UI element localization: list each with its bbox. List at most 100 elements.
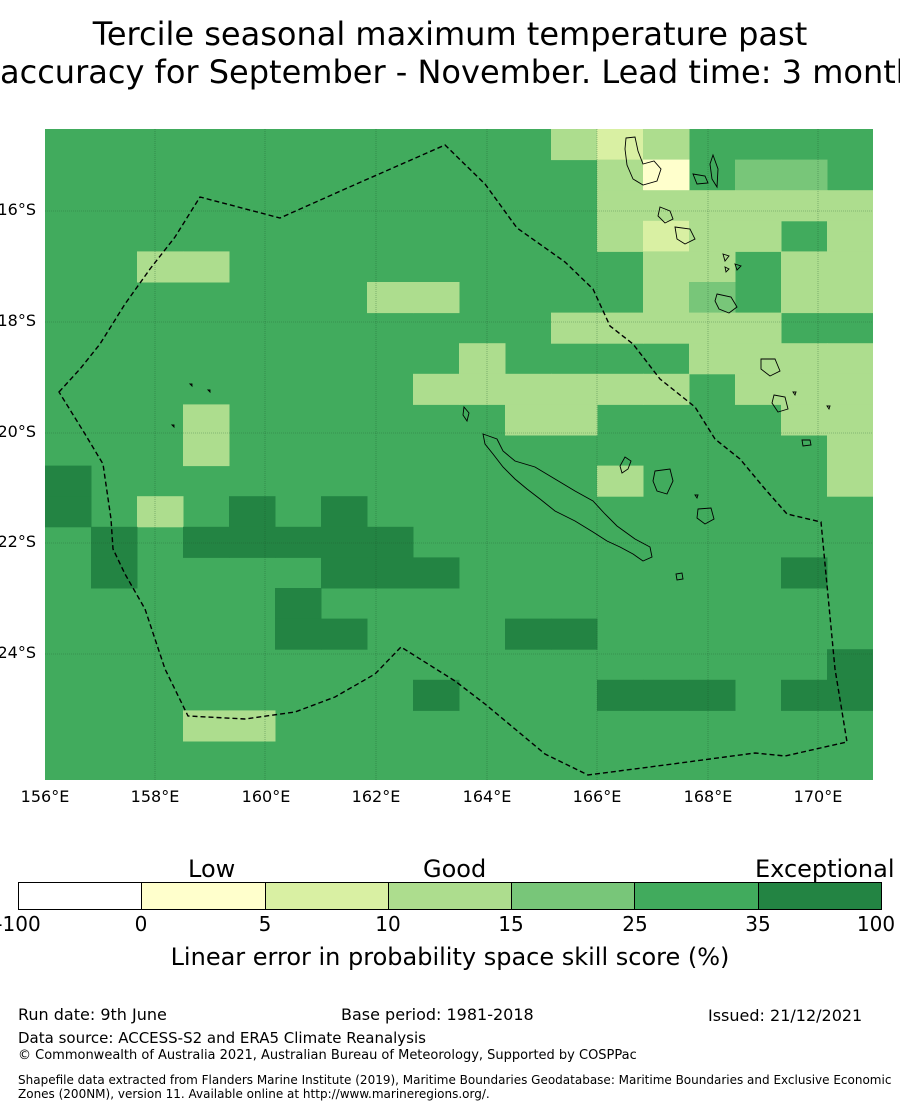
grid-cell [551,618,598,650]
base-period: Base period: 1981-2018 [341,1005,534,1024]
grid-cell [459,373,506,405]
grid-cell [505,373,552,405]
colorbar-tick: 15 [498,912,524,936]
grid-cell [735,312,782,344]
grid-cell [597,679,644,711]
epi-island [692,173,709,185]
grid-cell [597,220,644,252]
grid-cell [551,404,598,436]
grid-cell [827,404,873,436]
grid-cell [643,190,690,222]
grid-cell [597,465,644,497]
grid-cell [643,373,690,405]
shapefile-credit: Shapefile data extracted from Flanders M… [18,1073,892,1101]
grid-cell [551,373,598,405]
legend-category-exceptional: Exceptional [755,855,895,883]
belep-islands [462,405,470,423]
grid-cell [321,526,368,558]
grid-cell [643,159,690,191]
colorbar-tick: 0 [134,912,148,936]
grid-cell [367,526,414,558]
grid-cell [643,129,690,161]
grid-cell [689,220,736,252]
grid-cell [643,251,690,283]
grid-cell [505,404,552,436]
grid-cell [827,465,873,497]
grid-cell [781,251,828,283]
grid-cell [413,557,460,589]
grid-cell [827,190,873,222]
lon-label-156e: 156°E [20,787,70,806]
grid-cell [183,526,230,558]
grid-cell [183,251,230,283]
colorbar-segment [512,883,636,909]
grid-cell [321,618,368,650]
lon-label-162e: 162°E [351,787,401,806]
grid-cell [643,679,690,711]
legend-category-low: Low [188,855,236,883]
grid-cell [459,343,506,375]
grid-cell [781,404,828,436]
chesterfield-islets [188,383,193,388]
legend-category-good: Good [423,855,487,883]
grid-cell [91,526,138,558]
small-island-d [792,391,797,397]
data-source: Data source: ACCESS-S2 and ERA5 Climate … [18,1029,426,1047]
malakula-island [657,206,674,224]
run-date: Run date: 9th June [18,1005,167,1024]
aneityum-island [801,439,812,447]
erromango-island [760,358,781,377]
lat-label-16s: 16°S [0,200,36,219]
grid-cell [689,343,736,375]
lon-label-164e: 164°E [462,787,512,806]
grid-cell [229,526,276,558]
ambrym-island [674,226,696,245]
grid-cell [413,373,460,405]
grid-cell [45,465,92,497]
grid-cell [689,282,736,314]
chart-title-line-1: Tercile seasonal maximum temperature pas… [92,15,808,53]
small-island-h [694,494,699,500]
colorbar-segment [635,883,759,909]
grid-cell [413,282,460,314]
coastlines [170,136,831,581]
grid-cell [45,496,92,528]
grid-cell [827,282,873,314]
chart-title-line-2: accuracy for September - November. Lead … [0,53,900,91]
colorbar-segment [758,883,881,909]
small-island-e [826,405,831,411]
grid-cell [735,159,782,191]
small-island-a [722,253,730,262]
copyright-notice: © Commonwealth of Australia 2021, Austra… [18,1048,637,1063]
lon-label-158e: 158°E [130,787,180,806]
grid-cell [505,618,552,650]
grid-cell [689,190,736,222]
lat-label-24s: 24°S [0,643,36,662]
ouvea-island [619,456,632,474]
pentecost-island [709,153,719,189]
isle-of-pines [675,572,684,581]
grid-cell [229,496,276,528]
colorbar [18,882,882,910]
grid-cell [183,710,230,742]
espiritu-santo [624,136,662,186]
grid-cell [597,373,644,405]
skill-score-map [45,129,873,780]
grid-cell [827,649,873,681]
grid-cell [321,557,368,589]
grid-cell [781,557,828,589]
grid-cell [781,159,828,191]
grid-cell [781,190,828,222]
lon-label-170e: 170°E [793,787,843,806]
grid-cell [183,404,230,436]
grid-cell [367,557,414,589]
grid-cell [689,251,736,283]
grid-cell [137,496,184,528]
colorbar-tick: 100 [856,912,896,936]
grid-cell [827,220,873,252]
grid-cell [367,282,414,314]
grid-cell [275,618,322,650]
issued-date: Issued: 21/12/2021 [708,1006,863,1025]
tanna-island [771,394,789,413]
colorbar-segment [265,883,389,909]
